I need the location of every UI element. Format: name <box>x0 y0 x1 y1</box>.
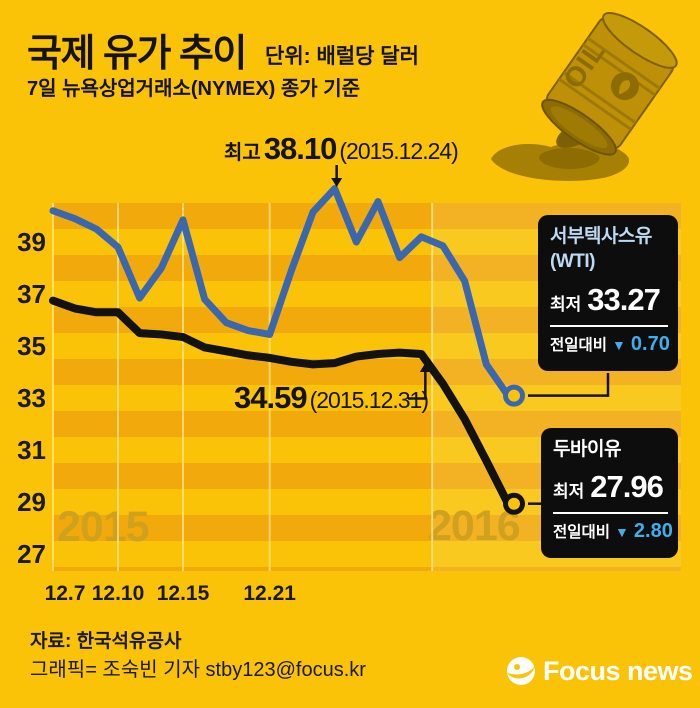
dubai-change-label: 전일대비 <box>553 524 611 541</box>
wti-change-value: 0.70 <box>630 333 670 355</box>
focus-news-logo: Focus news <box>505 655 693 687</box>
focus-news-wordmark: Focus news <box>543 655 693 686</box>
dubai-callout-box: 두바이유 최저 27.96 전일대비 ▼ 2.80 <box>541 428 678 558</box>
dubai-change-value: 2.80 <box>633 520 673 542</box>
dubai-1231-annotation: 34.59 (2015.12.31) <box>234 380 429 416</box>
oil-barrel-illustration: OIL <box>483 3 695 191</box>
dubai-1231-value: 34.59 <box>234 380 308 415</box>
oil-barrel: OIL <box>541 12 678 156</box>
dubai-low-label: 최저 <box>553 482 585 501</box>
watermark-2015: 2015 <box>57 503 150 551</box>
wti-ticker: (WTI) <box>550 251 595 272</box>
divider <box>553 512 668 514</box>
peak-value: 38.10 <box>263 131 338 166</box>
y-tick-31: 31 <box>17 435 46 466</box>
dubai-name: 두바이유 <box>553 439 621 460</box>
y-tick-39: 39 <box>17 227 46 257</box>
wti-low-value: 33.27 <box>587 282 661 317</box>
peak-date: (2015.12.24) <box>339 138 458 164</box>
y-tick-35: 35 <box>17 331 46 362</box>
down-triangle-icon: ▼ <box>615 524 629 540</box>
graphic-credit: 그래픽= 조숙빈 기자 stby123@focus.kr <box>30 659 366 681</box>
source-credit: 자료: 한국석유공사 <box>30 631 182 652</box>
x-tick-12.10: 12.10 <box>91 582 145 605</box>
down-triangle-icon: ▼ <box>612 337 626 353</box>
peak-prefix: 최고 <box>224 142 261 164</box>
y-tick-33: 33 <box>17 383 46 414</box>
page-title: 국제 유가 추이 <box>27 33 247 75</box>
x-tick-12.7: 12.7 <box>44 582 86 605</box>
dubai-1231-date: (2015.12.31) <box>309 387 429 413</box>
y-tick-27: 27 <box>17 539 46 570</box>
unit-label: 단위: 배럴당 달러 <box>265 45 419 68</box>
focus-swirl-icon <box>507 657 535 685</box>
x-tick-12.15: 12.15 <box>156 582 210 605</box>
watermark-2016: 2016 <box>428 502 521 550</box>
peak-annotation: 최고 38.10 (2015.12.24) <box>224 131 459 167</box>
wti-change-label: 전일대비 <box>550 337 608 354</box>
chart-subtitle: 7일 뉴욕상업거래소(NYMEX) 종가 기준 <box>27 78 361 100</box>
y-tick-37: 37 <box>17 279 46 310</box>
dubai-low-value: 27.96 <box>590 469 664 504</box>
wti-callout-box: 서부텍사스유 (WTI) 최저 33.27 전일대비 ▼ 0.70 <box>538 215 678 371</box>
x-tick-12.21: 12.21 <box>243 582 296 605</box>
wti-name: 서부텍사스유 <box>550 226 652 247</box>
divider <box>550 325 668 327</box>
y-tick-29: 29 <box>17 487 46 518</box>
wti-low-label: 최저 <box>550 295 582 314</box>
